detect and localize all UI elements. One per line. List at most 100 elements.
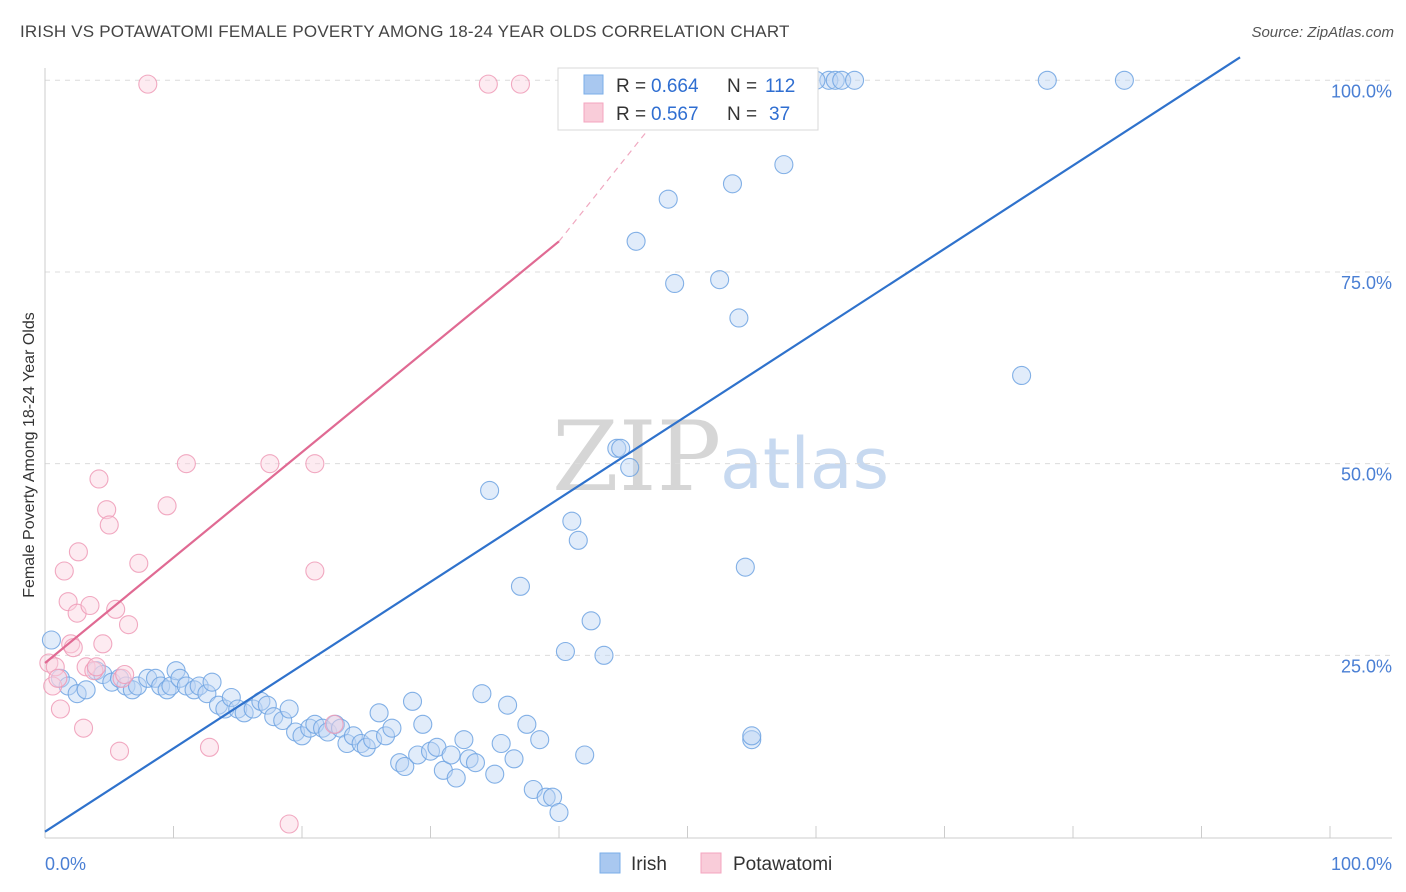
irish-point: [844, 70, 865, 90]
irish-point: [257, 695, 277, 715]
irish-point: [157, 680, 177, 700]
irish-point: [491, 733, 511, 754]
irish-point: [658, 189, 678, 209]
irish-point: [127, 676, 148, 696]
axes: [44, 68, 1392, 839]
irish-point: [742, 726, 762, 746]
potawatomi-point: [48, 668, 68, 688]
legend-irish-r-label: R =: [616, 76, 646, 97]
irish-point: [279, 699, 299, 719]
irish-point: [408, 745, 428, 765]
potawatomi-point: [199, 737, 220, 757]
potawatomi-trend-extension: [558, 79, 688, 242]
irish-point: [498, 695, 518, 715]
legend-box: R = 0.664 N = 112 R = 0.567 N = 37: [557, 67, 819, 131]
irish-point: [626, 231, 646, 251]
irish-point: [402, 691, 423, 711]
potawatomi-point: [279, 814, 299, 834]
irish-point: [184, 680, 204, 700]
x-tick-label: 100.0%: [1331, 854, 1392, 874]
irish-point: [189, 676, 209, 696]
irish-point: [351, 733, 371, 754]
potawatomi-point: [324, 714, 344, 734]
irish-point: [549, 802, 569, 823]
irish-point: [363, 730, 383, 750]
irish-point: [536, 787, 556, 807]
irish-point: [170, 668, 190, 688]
potawatomi-point: [54, 561, 74, 581]
watermark-zip: ZIP: [552, 401, 721, 513]
irish-point: [292, 726, 312, 746]
irish-point: [356, 737, 376, 757]
irish-point: [575, 745, 595, 765]
potawatomi-point: [260, 454, 280, 474]
legend-pota-r-label: R =: [616, 104, 646, 125]
legend-swatch-potawatomi: [583, 102, 604, 123]
potawatomi-point: [109, 741, 130, 761]
potawatomi-point: [99, 515, 119, 535]
potawatomi-point: [157, 496, 177, 516]
tick-labels: 25.0% 50.0% 75.0% 100.0% 0.0% 100.0%: [45, 81, 1392, 874]
irish-point: [594, 645, 614, 665]
irish-point: [441, 745, 461, 765]
irish-point: [1114, 70, 1134, 90]
trend-lines: [44, 56, 1241, 833]
potawatomi-point: [510, 74, 531, 94]
potawatomi-point: [86, 657, 106, 677]
irish-point: [729, 308, 749, 328]
series-potawatomi-points: [39, 74, 531, 834]
irish-point: [1012, 365, 1032, 386]
irish-point: [825, 70, 845, 90]
irish-point: [337, 733, 357, 754]
irish-point: [395, 756, 415, 777]
y-axis-label: Female Poverty Among 18-24 Year Olds: [21, 312, 38, 598]
potawatomi-point: [106, 599, 126, 619]
irish-point: [722, 174, 743, 194]
y-tick-label: 25.0%: [1341, 656, 1392, 676]
irish-point: [243, 699, 263, 719]
irish-point: [611, 438, 631, 458]
potawatomi-point: [97, 500, 117, 520]
irish-point: [568, 530, 588, 550]
grid-lines: [45, 79, 1392, 656]
bottom-legend-potawatomi: Potawatomi: [733, 854, 832, 875]
irish-point: [369, 703, 389, 723]
legend-pota-n-value: 37: [769, 104, 790, 125]
irish-point: [375, 726, 396, 746]
irish-point: [221, 687, 241, 708]
irish-trend-line: [44, 56, 1241, 833]
potawatomi-point: [45, 657, 65, 677]
source-label: Source: ZipAtlas.com: [1251, 24, 1394, 41]
potawatomi-point: [478, 74, 498, 94]
legend-pota-n-label: N =: [727, 104, 757, 125]
legend-irish-n-label: N =: [727, 76, 757, 97]
irish-point: [774, 155, 794, 175]
potawatomi-trend-line: [44, 240, 560, 664]
irish-point: [465, 753, 486, 773]
y-tick-label: 50.0%: [1341, 465, 1392, 485]
potawatomi-point: [74, 718, 94, 738]
potawatomi-point: [129, 553, 149, 573]
irish-point: [390, 753, 410, 773]
irish-point: [504, 749, 524, 769]
potawatomi-point: [115, 664, 135, 685]
potawatomi-point: [93, 634, 113, 654]
irish-point: [581, 611, 601, 631]
potawatomi-point: [305, 454, 325, 474]
bottom-legend-swatch-irish: [599, 852, 621, 874]
potawatomi-point: [89, 469, 109, 489]
legend-swatch-irish: [583, 74, 604, 95]
irish-point: [197, 684, 217, 704]
legend-irish-r-value: 0.664: [651, 76, 699, 97]
irish-point: [665, 273, 685, 294]
irish-point: [480, 480, 500, 501]
irish-point: [555, 641, 575, 662]
irish-point: [41, 630, 61, 650]
irish-point: [382, 718, 402, 738]
potawatomi-point: [176, 454, 196, 474]
irish-point: [562, 511, 582, 531]
chart-title: IRISH VS POTAWATOMI FEMALE POVERTY AMONG…: [20, 22, 790, 41]
potawatomi-point: [305, 561, 325, 581]
irish-point: [273, 710, 293, 731]
